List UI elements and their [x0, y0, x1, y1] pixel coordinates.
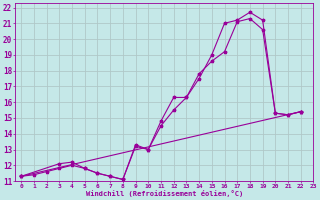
X-axis label: Windchill (Refroidissement éolien,°C): Windchill (Refroidissement éolien,°C) — [85, 190, 243, 197]
